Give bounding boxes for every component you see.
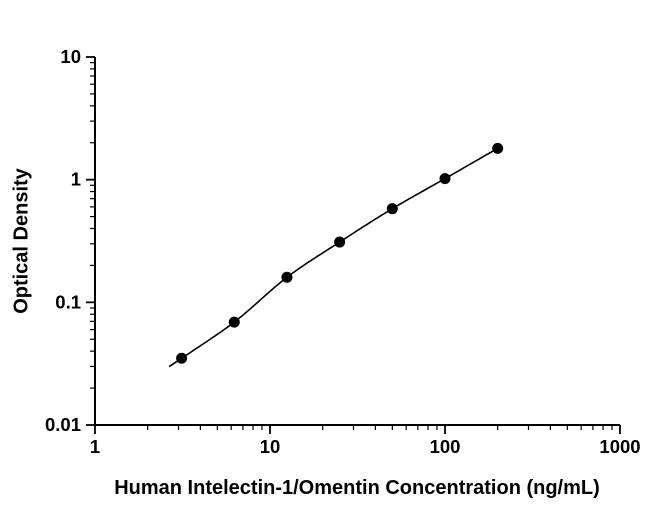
x-axis-title: Human Intelectin-1/Omentin Concentration… [114,477,600,499]
y-tick-label: 0.1 [55,291,81,312]
y-tick-label: 10 [60,46,81,67]
y-tick-label: 1 [71,169,81,190]
y-axis-title: Optical Density [10,168,33,314]
data-point [176,352,188,364]
data-point [492,142,504,154]
data-point [281,271,293,283]
x-tick-label: 100 [430,436,461,457]
x-tick-label: 1000 [599,436,640,457]
data-point [228,316,240,328]
data-point [386,203,398,215]
y-tick-label: 0.01 [45,414,81,435]
data-point [334,236,346,248]
data-point [439,173,451,185]
x-tick-label: 10 [260,436,281,457]
x-tick-label: 1 [90,436,100,457]
